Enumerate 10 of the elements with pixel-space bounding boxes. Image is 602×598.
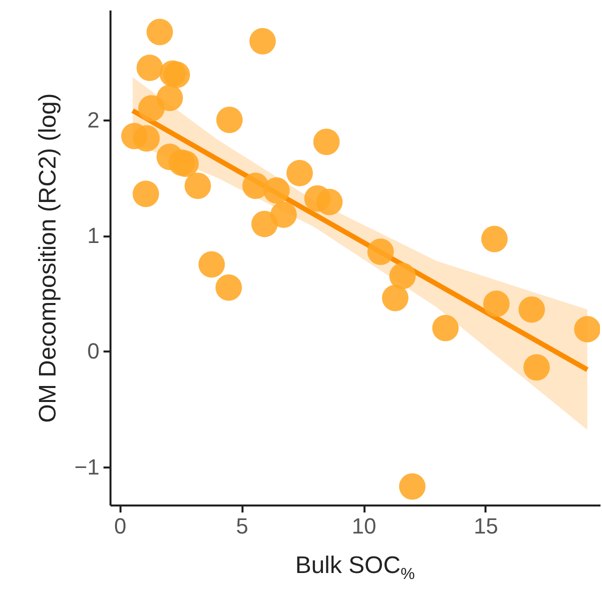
y-tick-label: 0 bbox=[87, 338, 100, 364]
y-tick-label: 2 bbox=[87, 107, 100, 132]
y-tick-label: 1 bbox=[87, 223, 100, 248]
x-tick-label: 15 bbox=[474, 514, 498, 538]
y-tick-label: −1 bbox=[74, 454, 100, 480]
x-tick-label: 0 bbox=[114, 514, 126, 538]
x-tick-label: 5 bbox=[236, 514, 248, 538]
x-axis-title: Bulk SOC$_{%}$ bbox=[294, 552, 416, 584]
y-axis-title: OM Decomposition (RC2) (log) bbox=[34, 93, 62, 423]
x-tick-label: 10 bbox=[352, 514, 376, 538]
